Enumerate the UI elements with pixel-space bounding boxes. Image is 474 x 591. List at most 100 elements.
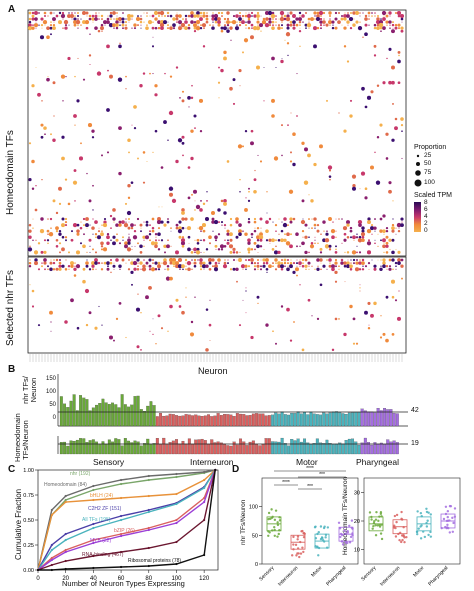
expression-dot bbox=[285, 241, 291, 246]
series-point bbox=[50, 513, 53, 517]
expression-dot bbox=[109, 11, 113, 15]
expression-dot bbox=[340, 15, 344, 18]
panel-c-xtick-label: 80 bbox=[145, 576, 152, 582]
expression-dot bbox=[31, 84, 35, 88]
expression-dot bbox=[121, 20, 125, 24]
expression-dot bbox=[236, 280, 238, 283]
expression-dot bbox=[232, 14, 236, 18]
expression-dot bbox=[385, 251, 389, 254]
expression-dot bbox=[37, 92, 41, 97]
expression-dot bbox=[293, 321, 295, 323]
expression-dot bbox=[271, 11, 275, 15]
expression-dot bbox=[401, 157, 403, 159]
series-point bbox=[175, 475, 178, 479]
expression-dot bbox=[325, 232, 329, 236]
expression-dot bbox=[397, 14, 401, 18]
expression-dot bbox=[197, 227, 199, 229]
expression-dot bbox=[39, 229, 45, 234]
expression-dot bbox=[259, 217, 263, 221]
expression-dot bbox=[137, 265, 139, 267]
expression-dot bbox=[207, 257, 213, 263]
series-point bbox=[147, 494, 150, 498]
expression-dot bbox=[91, 129, 95, 133]
bar-nhr bbox=[72, 394, 76, 427]
bar-homeodomain bbox=[271, 441, 275, 455]
neuron-point bbox=[400, 534, 404, 537]
expression-dot bbox=[242, 299, 244, 301]
panel-d-ytick-label: 30 bbox=[354, 490, 360, 496]
expression-dot bbox=[112, 241, 116, 246]
bar-nhr bbox=[373, 412, 377, 427]
expression-dot bbox=[146, 24, 148, 26]
expression-dot bbox=[364, 196, 368, 200]
expression-dot bbox=[43, 239, 47, 242]
expression-dot bbox=[265, 261, 269, 265]
expression-dot bbox=[396, 222, 402, 228]
expression-dot bbox=[47, 242, 49, 245]
expression-dot bbox=[154, 261, 158, 265]
expression-dot bbox=[160, 26, 164, 31]
expression-dot bbox=[275, 18, 277, 20]
neuron-point bbox=[452, 521, 455, 525]
expression-dot bbox=[28, 23, 32, 27]
expression-dot bbox=[343, 26, 347, 30]
expression-dot bbox=[29, 245, 31, 248]
expression-dot bbox=[223, 201, 227, 206]
expression-dot bbox=[366, 250, 372, 255]
neuron-point bbox=[292, 543, 295, 546]
expression-dot bbox=[385, 338, 389, 343]
expression-dot bbox=[127, 218, 131, 221]
expression-dot bbox=[109, 74, 113, 79]
expression-dot bbox=[63, 19, 69, 25]
expression-dot bbox=[180, 241, 186, 246]
expression-dot bbox=[400, 223, 404, 228]
expression-dot bbox=[116, 233, 118, 236]
expression-dot bbox=[344, 251, 346, 253]
expression-dot bbox=[388, 189, 392, 194]
expression-dot bbox=[142, 264, 146, 268]
expression-dot bbox=[256, 65, 260, 70]
expression-dot bbox=[256, 226, 260, 230]
category-label-sensory: Sensory bbox=[93, 457, 125, 467]
bar-homeodomain bbox=[175, 439, 178, 455]
tpm-legend-title: Scaled TPM bbox=[414, 192, 452, 199]
expression-dot bbox=[371, 12, 373, 14]
expression-dot bbox=[385, 14, 389, 18]
expression-dot bbox=[141, 267, 147, 272]
expression-dot bbox=[394, 117, 398, 121]
bar-homeodomain bbox=[136, 441, 140, 455]
series-label: bZIP (26) bbox=[114, 528, 135, 534]
expression-dot bbox=[377, 233, 379, 235]
expression-dot bbox=[38, 24, 40, 26]
neuron-point bbox=[303, 532, 306, 536]
expression-dot bbox=[258, 23, 264, 28]
expression-dot bbox=[71, 230, 73, 233]
expression-dot bbox=[224, 21, 226, 23]
bar-nhr bbox=[95, 404, 98, 427]
expression-dot bbox=[247, 217, 251, 221]
expression-dot bbox=[196, 241, 200, 245]
expression-dot bbox=[211, 14, 215, 18]
expression-dot bbox=[388, 47, 392, 51]
expression-dot bbox=[176, 12, 178, 14]
expression-dot bbox=[272, 221, 274, 223]
expression-dot bbox=[193, 21, 197, 24]
expression-dot bbox=[400, 264, 404, 268]
expression-dot bbox=[286, 23, 290, 27]
expression-dot bbox=[239, 21, 241, 24]
expression-dot bbox=[91, 226, 95, 230]
bar-nhr bbox=[293, 413, 297, 427]
neuron-point bbox=[403, 540, 406, 544]
expression-dot bbox=[278, 218, 280, 220]
expression-dot bbox=[296, 73, 298, 75]
expression-dot bbox=[359, 259, 361, 261]
bar-homeodomain bbox=[184, 443, 188, 455]
expression-dot bbox=[335, 265, 337, 268]
expression-dot bbox=[184, 26, 188, 31]
expression-dot bbox=[119, 42, 121, 44]
expression-dot bbox=[238, 229, 242, 234]
expression-dot bbox=[319, 258, 323, 262]
expression-dot bbox=[200, 15, 202, 17]
expression-dot bbox=[241, 20, 245, 25]
